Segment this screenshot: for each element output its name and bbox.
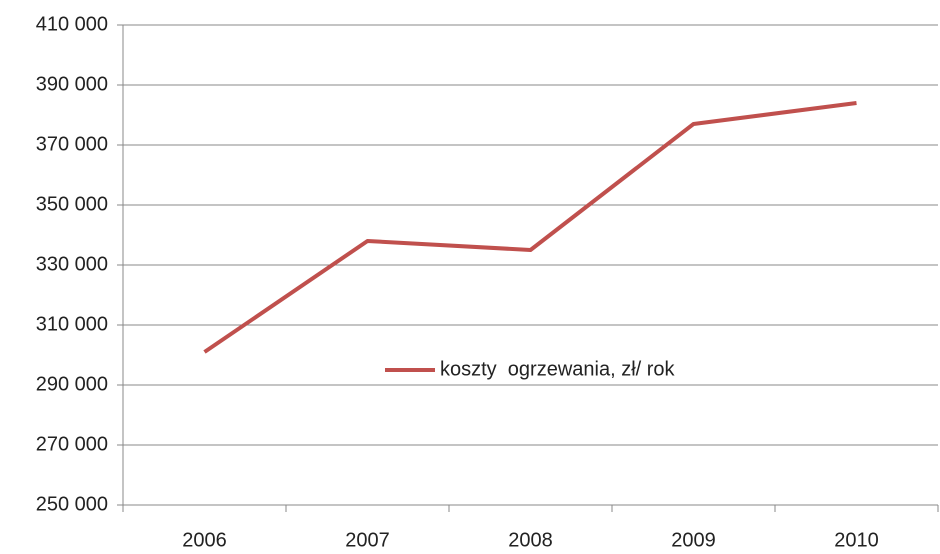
y-tick-label: 270 000 <box>36 433 108 455</box>
y-tick-label: 290 000 <box>36 373 108 395</box>
x-tick-label: 2009 <box>671 529 716 551</box>
x-tick-label: 2007 <box>345 529 390 551</box>
y-tick-label: 410 000 <box>36 13 108 35</box>
legend-label: koszty ogrzewania, zł/ rok <box>440 358 676 380</box>
x-tick-label: 2010 <box>834 529 879 551</box>
y-tick-label: 250 000 <box>36 493 108 515</box>
y-tick-label: 350 000 <box>36 193 108 215</box>
y-tick-label: 330 000 <box>36 253 108 275</box>
y-tick-label: 390 000 <box>36 73 108 95</box>
data-line <box>203 101 857 354</box>
y-tick-label: 310 000 <box>36 313 108 335</box>
x-tick-label: 2006 <box>182 529 227 551</box>
y-tick-label: 370 000 <box>36 133 108 155</box>
x-tick-label: 2008 <box>508 529 553 551</box>
